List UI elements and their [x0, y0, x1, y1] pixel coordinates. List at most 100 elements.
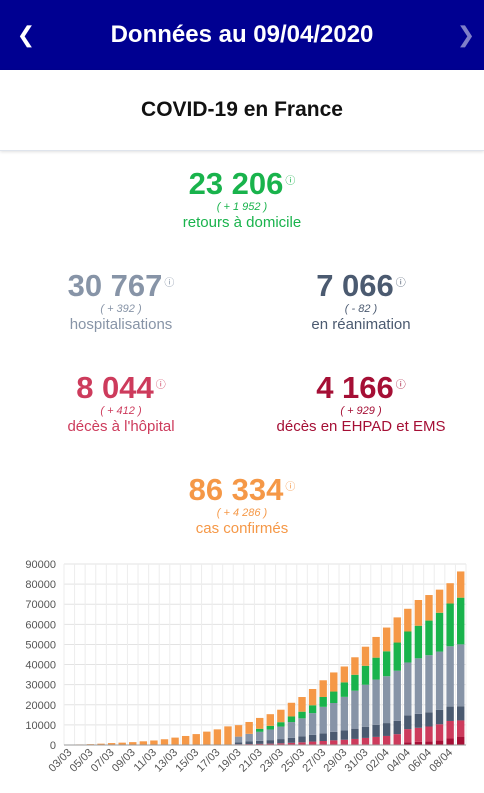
bar-segment [351, 690, 359, 729]
bar-segment [372, 724, 380, 737]
bar-segment [266, 729, 274, 741]
bar-segment [256, 731, 264, 741]
section-title: COVID-19 en France [141, 98, 343, 121]
bar-segment [351, 674, 359, 691]
stat-label: en réanimation [311, 316, 411, 333]
bar-segment [382, 735, 391, 745]
bar-segment [277, 739, 285, 744]
x-tick-label: 04/04 [385, 747, 413, 775]
bar-segment [340, 730, 349, 740]
bar-segment [393, 734, 401, 745]
bar-segment [457, 571, 465, 598]
top-bar: ❮ Données au 09/04/2020 ❯ [0, 0, 484, 70]
bar-segment [425, 655, 433, 713]
bar-segment [319, 740, 327, 745]
stat-cas: 86 334 ⓘ ( + 4 286 ) cas confirmés [142, 472, 342, 538]
x-tick-label: 31/03 [343, 747, 371, 775]
bar-segment [361, 646, 370, 666]
bar-segment [446, 706, 454, 721]
bar-segment [425, 712, 433, 727]
bar-segment [319, 706, 327, 734]
bar-segment [425, 726, 433, 742]
stat-label: retours à domicile [182, 214, 302, 231]
bar-segment [266, 740, 274, 744]
bar-segment [319, 680, 327, 697]
chevron-left-icon[interactable]: ❮ [16, 22, 36, 47]
bar-segment [404, 715, 412, 730]
bar-segment [446, 646, 454, 707]
bar-segment [446, 603, 454, 647]
bar-segment [150, 740, 158, 745]
bar-segment [382, 676, 391, 724]
info-icon[interactable]: ⓘ [285, 176, 296, 187]
info-icon[interactable]: ⓘ [395, 380, 406, 391]
bar-segment [393, 642, 401, 671]
bar-segment [382, 651, 391, 677]
bar-segment [298, 742, 306, 745]
stat-deces-ehpad: 4 166 ⓘ ( + 929 ) décès en EHPAD et EMS [251, 370, 471, 436]
bar-segment [330, 740, 338, 745]
bar-segment [256, 717, 264, 729]
x-tick-label: 27/03 [300, 747, 328, 775]
x-tick-label: 29/03 [322, 747, 350, 775]
stat-delta: ( + 929 ) [340, 405, 382, 417]
bar-segment [234, 742, 243, 745]
bar-segment [414, 599, 423, 626]
bar-segment [435, 740, 444, 745]
bar-segment [435, 651, 444, 710]
info-icon[interactable]: ⓘ [395, 278, 406, 289]
bar-segment [171, 737, 179, 745]
bar-segment [414, 713, 423, 728]
bar-segment [404, 729, 412, 743]
bar-segment [298, 736, 306, 743]
page-title: Données au 09/04/2020 [110, 21, 374, 48]
x-tick-label: 15/03 [173, 747, 201, 775]
y-tick-label: 10000 [25, 720, 56, 732]
bar-segment [404, 631, 412, 663]
stat-label: décès à l'hôpital [67, 418, 175, 435]
bar-segment [457, 706, 465, 721]
chevron-right-icon[interactable]: ❯ [456, 22, 476, 47]
bar-segment [361, 684, 370, 727]
stat-label: décès en EHPAD et EMS [276, 418, 446, 435]
bar-segment [340, 682, 349, 697]
stat-label: cas confirmés [195, 520, 289, 537]
x-tick-label: 17/03 [195, 747, 223, 775]
bar-segment [351, 657, 359, 675]
bar-segment [308, 713, 317, 735]
y-tick-label: 30000 [25, 680, 56, 692]
bar-segment [298, 718, 306, 737]
bar-segment [340, 696, 349, 731]
info-icon[interactable]: ⓘ [155, 380, 166, 391]
bar-segment [435, 589, 444, 613]
bar-segment [277, 722, 285, 727]
info-icon[interactable]: ⓘ [285, 482, 296, 493]
stat-delta: ( + 1 952 ) [216, 201, 268, 213]
bar-segment [404, 742, 412, 745]
x-tick-label: 05/03 [68, 747, 96, 775]
x-tick-label: 13/03 [152, 747, 180, 775]
x-tick-label: 21/03 [237, 747, 265, 775]
stat-delta: ( + 4 286 ) [216, 507, 268, 519]
bar-segment [330, 691, 338, 704]
subheader: COVID-19 en France [0, 70, 484, 151]
bar-segment [330, 731, 338, 741]
bar-segment [457, 736, 465, 745]
info-icon[interactable]: ⓘ [164, 278, 175, 289]
bar-segment [129, 742, 137, 745]
bar-segment [372, 736, 380, 745]
bar-segment [308, 705, 317, 714]
stat-label: hospitalisations [69, 316, 173, 333]
bar-segment [245, 721, 253, 734]
bar-segment [393, 670, 401, 721]
stat-value: 8 044 [76, 370, 154, 405]
bar-segment [351, 728, 359, 739]
x-tick-label: 07/03 [89, 747, 117, 775]
bar-segment [361, 737, 370, 745]
x-tick-label: 09/03 [110, 747, 138, 775]
y-tick-label: 50000 [25, 639, 56, 651]
stat-retours: 23 206 ⓘ ( + 1 952 ) retours à domicile [142, 166, 342, 232]
bar-segment [139, 741, 148, 745]
x-tick-label: 23/03 [258, 747, 286, 775]
stat-value: 4 166 [316, 370, 394, 405]
